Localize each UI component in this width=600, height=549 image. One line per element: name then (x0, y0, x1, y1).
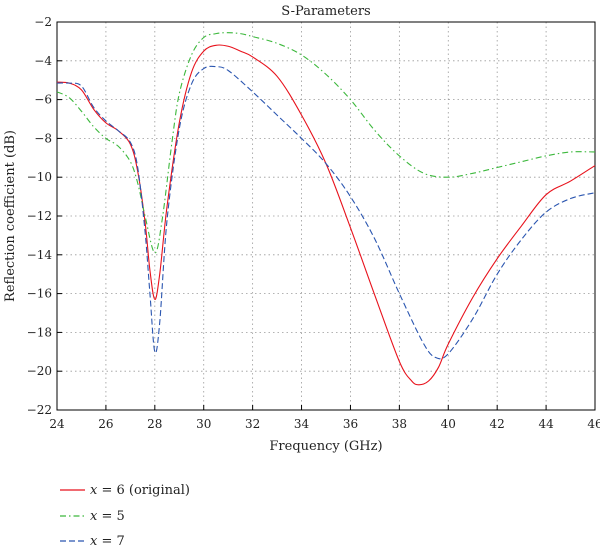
x-tick-label: 26 (98, 417, 113, 431)
chart-title: S-Parameters (281, 4, 370, 19)
y-axis-title: Reflection coefficient (dB) (3, 130, 18, 302)
y-tick-label: −4 (34, 54, 52, 68)
grid (57, 22, 595, 410)
plot-frame (56, 21, 596, 411)
legend-item-2: x = 5 (60, 509, 125, 524)
x-tick-label: 32 (245, 417, 260, 431)
y-tick-label: −22 (27, 403, 52, 417)
legend: x = 6 (original) x = 5 x = 7 (60, 483, 190, 549)
y-tick-label: −10 (27, 170, 52, 184)
y-tick-label: −14 (27, 248, 53, 262)
legend-label: x = 7 (90, 534, 125, 549)
series-line-2 (56, 32, 596, 254)
x-tick-label: 38 (392, 417, 407, 431)
legend-item-3: x = 7 (60, 534, 125, 549)
x-tick-label: 40 (441, 417, 456, 431)
x-tick-label: 46 (587, 417, 600, 431)
series-line-1 (56, 44, 596, 386)
y-tick-label: −20 (27, 364, 52, 378)
y-axis: −22 −20 −18 −16 −14 −12 −10 −8 −6 −4 −2 (27, 15, 62, 417)
y-tick-label: −18 (27, 325, 52, 339)
legend-label: x = 5 (90, 509, 125, 524)
x-tick-label: 36 (343, 417, 358, 431)
y-tick-label: −16 (27, 287, 52, 301)
x-tick-label: 24 (49, 417, 65, 431)
series-line-3 (56, 65, 596, 360)
y-tick-label: −2 (34, 15, 52, 29)
y-tick-label: −6 (34, 93, 52, 107)
legend-item-1: x = 6 (original) (60, 483, 190, 498)
series-layer (56, 32, 596, 386)
x-tick-label: 28 (147, 417, 162, 431)
x-tick-label: 30 (196, 417, 211, 431)
legend-label: x = 6 (original) (90, 483, 190, 498)
x-axis-title: Frequency (GHz) (269, 439, 382, 454)
x-tick-label: 44 (538, 417, 554, 431)
x-tick-label: 34 (294, 417, 310, 431)
y-tick-label: −8 (34, 131, 52, 145)
x-tick-label: 42 (490, 417, 505, 431)
y-tick-label: −12 (27, 209, 52, 223)
x-axis: 24 26 28 30 32 34 36 38 40 42 44 46 (49, 405, 600, 431)
